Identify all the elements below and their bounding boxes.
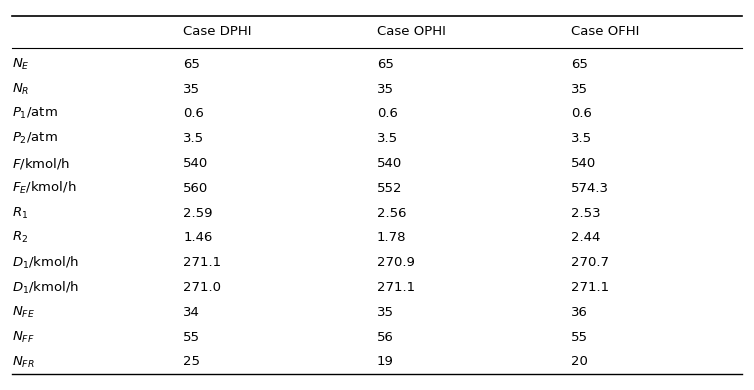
Text: 540: 540 (377, 157, 402, 170)
Text: 270.7: 270.7 (571, 256, 609, 269)
Text: Case OPHI: Case OPHI (377, 25, 446, 38)
Text: 540: 540 (571, 157, 596, 170)
Text: 20: 20 (571, 355, 588, 369)
Text: 552: 552 (377, 182, 403, 195)
Text: 271.1: 271.1 (183, 256, 221, 269)
Text: $N_{FE}$: $N_{FE}$ (11, 305, 35, 320)
Text: 65: 65 (571, 58, 588, 71)
Text: 56: 56 (377, 331, 394, 344)
Text: $N_{FR}$: $N_{FR}$ (11, 355, 35, 370)
Text: 34: 34 (183, 306, 200, 319)
Text: 3.5: 3.5 (571, 132, 592, 145)
Text: 560: 560 (183, 182, 208, 195)
Text: $R_2$: $R_2$ (11, 230, 28, 245)
Text: $F_E$/kmol/h: $F_E$/kmol/h (11, 180, 76, 197)
Text: 540: 540 (183, 157, 208, 170)
Text: 0.6: 0.6 (571, 107, 592, 121)
Text: Case DPHI: Case DPHI (183, 25, 252, 38)
Text: 0.6: 0.6 (377, 107, 398, 121)
Text: $N_E$: $N_E$ (11, 57, 29, 72)
Text: 271.1: 271.1 (377, 281, 415, 294)
Text: 35: 35 (571, 83, 588, 96)
Text: 2.53: 2.53 (571, 207, 600, 220)
Text: 3.5: 3.5 (377, 132, 398, 145)
Text: $F$/kmol/h: $F$/kmol/h (11, 156, 70, 171)
Text: $P_1$/atm: $P_1$/atm (11, 106, 57, 121)
Text: 270.9: 270.9 (377, 256, 415, 269)
Text: 35: 35 (377, 306, 394, 319)
Text: 2.44: 2.44 (571, 231, 600, 245)
Text: $N_R$: $N_R$ (11, 82, 29, 97)
Text: $N_{FF}$: $N_{FF}$ (11, 330, 35, 345)
Text: $P_2$/atm: $P_2$/atm (11, 131, 57, 146)
Text: 65: 65 (377, 58, 394, 71)
Text: 271.0: 271.0 (183, 281, 221, 294)
Text: 25: 25 (183, 355, 200, 369)
Text: 3.5: 3.5 (183, 132, 204, 145)
Text: 36: 36 (571, 306, 588, 319)
Text: 2.59: 2.59 (183, 207, 213, 220)
Text: 35: 35 (183, 83, 200, 96)
Text: 1.46: 1.46 (183, 231, 213, 245)
Text: 1.78: 1.78 (377, 231, 406, 245)
Text: 55: 55 (571, 331, 588, 344)
Text: 271.1: 271.1 (571, 281, 609, 294)
Text: $D_1$/kmol/h: $D_1$/kmol/h (11, 255, 78, 271)
Text: 55: 55 (183, 331, 200, 344)
Text: Case OFHI: Case OFHI (571, 25, 639, 38)
Text: 19: 19 (377, 355, 394, 369)
Text: 2.56: 2.56 (377, 207, 406, 220)
Text: $R_1$: $R_1$ (11, 206, 28, 221)
Text: $D_1$/kmol/h: $D_1$/kmol/h (11, 280, 78, 296)
Text: 35: 35 (377, 83, 394, 96)
Text: 574.3: 574.3 (571, 182, 609, 195)
Text: 65: 65 (183, 58, 200, 71)
Text: 0.6: 0.6 (183, 107, 204, 121)
